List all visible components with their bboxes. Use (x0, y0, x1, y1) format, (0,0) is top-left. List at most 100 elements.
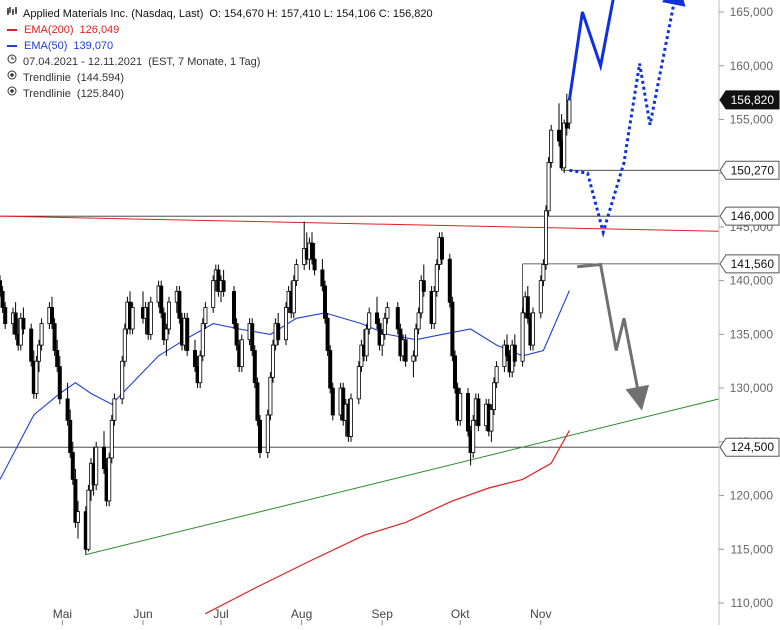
candle-body (549, 129, 554, 163)
x-tick-label: Jun (133, 607, 152, 621)
price-tag-box (719, 90, 780, 110)
candle-body (439, 237, 444, 260)
price-tag-box (719, 254, 780, 274)
candle-body (122, 328, 127, 362)
candle-body (148, 301, 153, 335)
trendline-1-label: Trendlinie (23, 72, 71, 84)
x-tick-label: Mai (53, 607, 72, 621)
candle-body (320, 269, 325, 287)
y-tick-label: 115,000 (731, 542, 774, 556)
bullish-scenario-arrow (567, 0, 615, 101)
upper-trendline (0, 215, 720, 232)
candle-body (0, 290, 5, 308)
x-axis: Mai Jun Jul Aug Sep Okt Nov (53, 607, 551, 625)
candle-body (525, 296, 530, 319)
candle-body (50, 307, 55, 325)
candle-body (356, 366, 361, 400)
candle-body (294, 264, 299, 282)
candle-body (458, 393, 463, 421)
candle-body (159, 285, 164, 314)
candle-body (270, 344, 275, 378)
ema200-swatch (7, 29, 17, 31)
chart-legend: Applied Materials Inc. (Nasdaq, Last) O:… (6, 6, 433, 102)
legend-trendline-1-row[interactable]: Trendlinie (144.594) (6, 70, 433, 86)
ema50-value: 139,070 (73, 40, 114, 52)
clock-icon (6, 54, 18, 70)
candle-body (120, 360, 125, 400)
candle-body (18, 317, 23, 346)
candle-body (380, 333, 385, 346)
candle-body (364, 328, 369, 357)
candle-body (465, 393, 470, 432)
candle-body (211, 280, 216, 308)
candle-body (367, 312, 372, 330)
legend-title-row: Applied Materials Inc. (Nasdaq, Last) O:… (6, 6, 433, 22)
candle-body (252, 350, 257, 384)
candle-body (322, 285, 327, 319)
price-tag: 124,500 (719, 437, 780, 457)
candle-body (434, 264, 439, 292)
x-tick-label: Sep (372, 607, 394, 621)
legend-ema50-row[interactable]: EMA(50) 139,070 (6, 38, 433, 54)
candle-body (403, 339, 408, 362)
candle-body (520, 312, 525, 362)
candle-body (76, 511, 81, 523)
bearish-scenario-arrow (577, 262, 650, 411)
candle-body (257, 419, 262, 453)
candle-body (413, 328, 418, 357)
candle-body (250, 323, 255, 351)
legend-ema200-row[interactable]: EMA(200) 126,049 (6, 22, 433, 38)
legend-trendline-2-row[interactable]: Trendlinie (125.840) (6, 86, 433, 102)
candle-body (494, 366, 499, 384)
price-tag-box (719, 206, 780, 226)
y-tick-label: 160,000 (730, 59, 774, 73)
candle-body (13, 312, 18, 335)
candle-body (234, 323, 239, 346)
candlesticks (0, 93, 572, 555)
chart-type-icon[interactable] (6, 6, 18, 22)
candle-body (203, 307, 208, 325)
lower-trendline (85, 398, 720, 556)
candle-body (268, 376, 273, 416)
target-icon (6, 86, 18, 102)
ema200-line (205, 430, 570, 615)
price-tag: 141,560 (719, 254, 780, 274)
candle-body (452, 355, 457, 389)
candle-body (21, 317, 26, 330)
trendline-1-value: (144.594) (76, 72, 124, 84)
price-tag: 146,000 (719, 206, 780, 226)
candle-body (476, 398, 481, 427)
candle-body (432, 290, 437, 325)
candle-body (164, 328, 169, 341)
candle-body (34, 360, 39, 394)
candle-body (112, 398, 117, 421)
candle-body (3, 307, 8, 325)
candle-body (489, 409, 494, 432)
y-tick-label: 110,000 (731, 596, 774, 610)
date-range: 07.04.2021 - 12.11.2021 (23, 56, 143, 68)
y-tick-label: 130,000 (730, 381, 774, 395)
candle-body (328, 350, 333, 389)
price-tag-box (719, 160, 780, 180)
candle-body (265, 414, 270, 453)
candle-body (37, 344, 42, 362)
candle-body (447, 258, 452, 303)
trendlines (0, 215, 720, 556)
candle-body (546, 162, 551, 212)
candle-body (330, 387, 335, 416)
ohlc-values: O: 154,670 H: 157,410 L: 154,106 C: 156,… (209, 8, 433, 20)
price-tag-label: 156,820 (731, 93, 775, 107)
candle-body (395, 307, 400, 330)
candle-body (374, 312, 379, 325)
candle-body (161, 312, 166, 341)
ema50-line (0, 290, 570, 480)
price-tag: 150,270 (719, 160, 780, 180)
candle-body (29, 328, 34, 362)
candle-body (504, 344, 509, 357)
candle-body (283, 307, 288, 341)
candle-body (416, 312, 421, 330)
price-tag: 156,820 (719, 90, 780, 110)
candle-body (198, 355, 203, 384)
